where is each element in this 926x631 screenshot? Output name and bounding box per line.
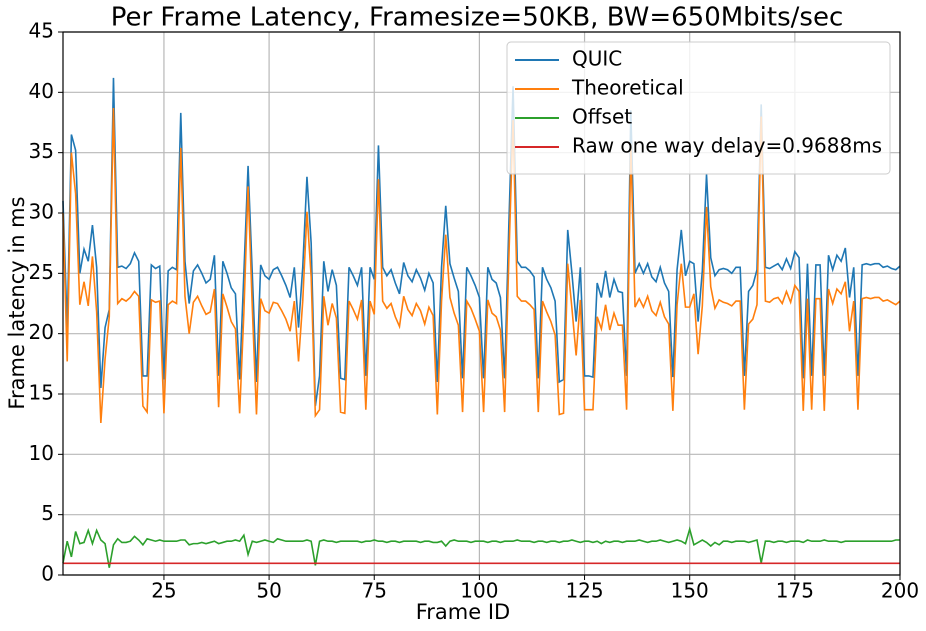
x-axis-label: Frame ID [416,600,510,624]
y-tick-label: 20 [29,320,54,344]
legend-box [506,41,891,175]
grid: 0 5 10 15 20 25 30 35 40 45 25 50 75 100 125 150 175 200 [29,19,920,603]
y-tick-label: 10 [29,441,54,465]
y-tick-label: 0 [41,562,54,586]
x-tick-label: 25 [151,579,176,603]
axes-frame [62,31,901,576]
y-tick-label: 5 [41,501,54,525]
x-tick-label: 125 [565,579,603,603]
x-tick-label: 200 [881,579,919,603]
y-tick-label: 25 [29,260,54,284]
y-tick-label: 35 [29,139,54,163]
legend-label: Raw one way delay=0.9688ms [572,134,882,158]
legend-label: Theoretical [571,76,684,100]
y-tick-label: 40 [29,79,54,103]
y-tick-label: 45 [29,19,54,43]
y-tick-label: 30 [29,200,54,224]
legend-label: Offset [572,105,632,129]
x-tick-label: 50 [256,579,281,603]
x-tick-label: 75 [362,579,387,603]
y-axis-label: Frame latency in ms [5,196,29,409]
legend: QUIC Theoretical Offset Raw one way delay=0… [506,41,891,175]
x-tick-label: 150 [671,579,709,603]
legend-label: QUIC [572,47,622,71]
y-tick-label: 15 [29,381,54,405]
x-tick-label: 100 [460,579,498,603]
chart-title: Per Frame Latency, Framesize=50KB, BW=65… [111,3,844,33]
x-tick-label: 175 [776,579,814,603]
series-line [62,526,900,568]
